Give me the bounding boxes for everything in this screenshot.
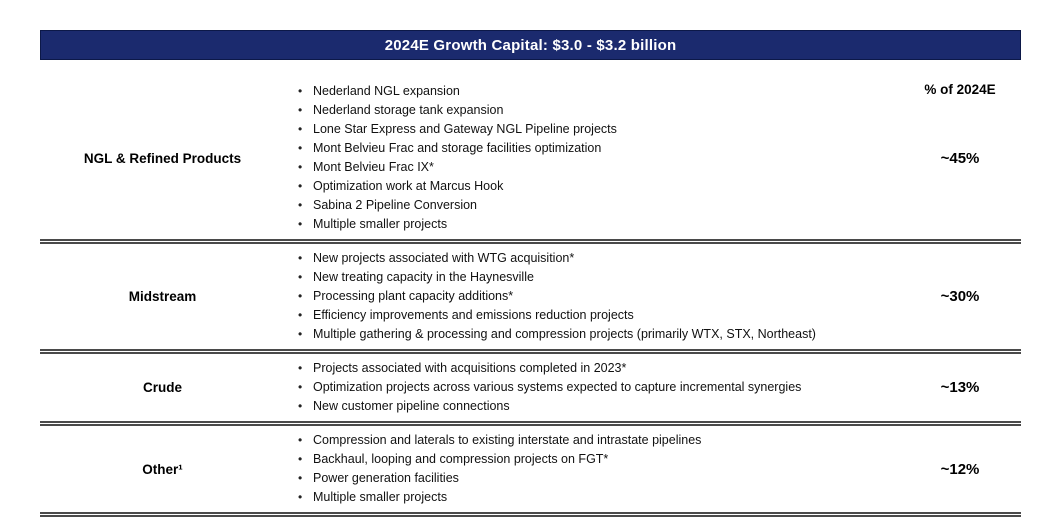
- percent-value: ~12%: [940, 460, 980, 478]
- slide: 2024E Growth Capital: $3.0 - $3.2 billio…: [40, 30, 1021, 517]
- bottom-rule: [40, 512, 1021, 517]
- bullet-item: Power generation facilities: [291, 469, 893, 488]
- bullet-item: Mont Belvieu Frac IX*: [291, 158, 893, 177]
- bullet-item: Processing plant capacity additions*: [291, 287, 893, 306]
- category-label: Crude: [142, 380, 182, 395]
- bullet-item: Sabina 2 Pipeline Conversion: [291, 196, 893, 215]
- category-label: NGL & Refined Products: [83, 150, 242, 166]
- bullet-item: Nederland NGL expansion: [291, 82, 893, 101]
- bullet-item: Mont Belvieu Frac and storage facilities…: [291, 139, 893, 158]
- bullet-item: Projects associated with acquisitions co…: [291, 359, 893, 378]
- table-row-midstream: Midstream New projects associated with W…: [40, 244, 1021, 349]
- category-label: Other¹: [142, 461, 183, 477]
- bullet-list: Compression and laterals to existing int…: [285, 426, 899, 512]
- bullet-item: Efficiency improvements and emissions re…: [291, 306, 893, 325]
- growth-capital-table: % of 2024E NGL & Refined Products Nederl…: [40, 77, 1021, 517]
- bullet-item: New customer pipeline connections: [291, 397, 893, 416]
- bullet-item: Lone Star Express and Gateway NGL Pipeli…: [291, 120, 893, 139]
- row-divider: [40, 421, 1021, 426]
- table-row-other: Other¹ Compression and laterals to exist…: [40, 426, 1021, 512]
- title-bar: 2024E Growth Capital: $3.0 - $3.2 billio…: [40, 30, 1021, 60]
- category-label: Midstream: [128, 289, 197, 304]
- row-divider: [40, 349, 1021, 354]
- table-row-crude: Crude Projects associated with acquisiti…: [40, 354, 1021, 421]
- bullet-item: Nederland storage tank expansion: [291, 101, 893, 120]
- slide-title: 2024E Growth Capital: $3.0 - $3.2 billio…: [384, 36, 677, 54]
- percent-column-header: % of 2024E: [924, 82, 996, 97]
- percent-value: ~45%: [940, 149, 980, 167]
- bullet-item: Multiple smaller projects: [291, 488, 893, 507]
- bullet-item: New treating capacity in the Haynesville: [291, 268, 893, 287]
- row-divider: [40, 239, 1021, 244]
- bullet-list: New projects associated with WTG acquisi…: [285, 244, 899, 349]
- bullet-list: Projects associated with acquisitions co…: [285, 354, 899, 421]
- bullet-item: Multiple gathering & processing and comp…: [291, 325, 893, 344]
- table-row-ngl-refined-products: NGL & Refined Products Nederland NGL exp…: [40, 77, 1021, 239]
- bullet-item: Optimization work at Marcus Hook: [291, 177, 893, 196]
- bullet-item: Optimization projects across various sys…: [291, 378, 893, 397]
- bullet-list: Nederland NGL expansion Nederland storag…: [285, 77, 899, 239]
- bullet-item: Backhaul, looping and compression projec…: [291, 450, 893, 469]
- percent-value: ~30%: [940, 288, 980, 305]
- bullet-item: Multiple smaller projects: [291, 215, 893, 234]
- bullet-item: New projects associated with WTG acquisi…: [291, 249, 893, 268]
- percent-value: ~13%: [940, 379, 980, 396]
- bullet-item: Compression and laterals to existing int…: [291, 431, 893, 450]
